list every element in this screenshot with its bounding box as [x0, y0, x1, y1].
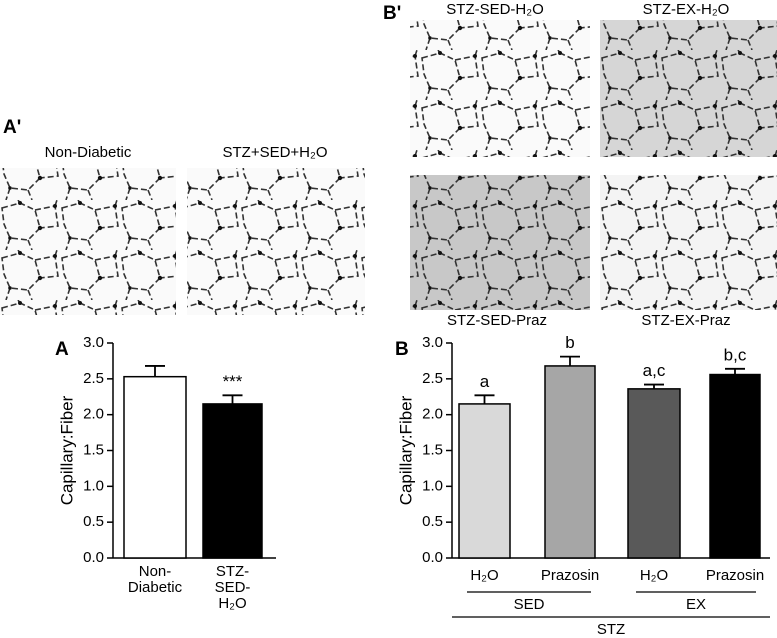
panel-label: B': [383, 3, 401, 24]
error-bar: [644, 383, 664, 389]
group-label: SED: [514, 596, 545, 613]
x-tick-label: H₂O: [640, 567, 668, 584]
panel-label: B: [395, 339, 409, 360]
x-tick-label: SED-: [215, 579, 251, 596]
y-tick-label: 2.5: [422, 370, 443, 387]
y-tick-label: 1.5: [83, 441, 104, 458]
micrograph-texture: [600, 20, 777, 157]
y-axis-label: Capillary:Fiber: [57, 395, 76, 505]
image-label: STZ+SED+H₂O: [222, 144, 327, 161]
significance-label: b: [565, 333, 574, 352]
y-axis-label: Capillary:Fiber: [396, 395, 415, 505]
bar: [709, 373, 761, 559]
bar: [458, 403, 511, 559]
micrographs: [0, 20, 777, 315]
significance-label: a,c: [643, 361, 666, 380]
error-bar: [560, 355, 580, 366]
x-tick-label: STZ-: [216, 563, 249, 580]
image-label: Non-Diabetic: [45, 144, 132, 161]
y-tick-label: 2.0: [422, 406, 443, 423]
error-bar: [145, 365, 165, 377]
x-tick-label: H₂O: [470, 567, 498, 584]
image-label: STZ-EX-H₂O: [643, 1, 730, 18]
bar: [627, 388, 681, 559]
significance-label: b,c: [724, 345, 747, 364]
micrograph-texture: [600, 175, 777, 310]
image-label: STZ-SED-Praz: [447, 312, 547, 329]
bar: [202, 403, 263, 559]
group-label: EX: [686, 596, 706, 613]
bar: [544, 365, 596, 559]
y-tick-label: 0.5: [83, 513, 104, 530]
group-label: STZ: [597, 621, 625, 638]
y-tick-label: 3.0: [422, 334, 443, 351]
y-tick-label: 3.0: [83, 334, 104, 351]
significance-label: a: [480, 372, 490, 391]
panel-label: A': [3, 117, 21, 138]
y-tick-label: 1.0: [422, 477, 443, 494]
x-tick-label: Non-: [139, 563, 172, 580]
error-bar: [474, 394, 495, 404]
micrograph-texture: [410, 20, 590, 157]
error-bar: [222, 394, 243, 404]
micrograph-texture: [410, 175, 590, 310]
significance-label: ***: [223, 372, 243, 391]
panel-label: A: [55, 339, 69, 360]
y-tick-label: 0.0: [422, 549, 443, 566]
y-tick-label: 0.0: [83, 549, 104, 566]
y-tick-label: 0.5: [422, 513, 443, 530]
micrograph-texture: [0, 168, 176, 315]
micrograph-texture: [187, 168, 365, 315]
x-tick-label: Diabetic: [128, 579, 183, 596]
bar: [123, 375, 187, 559]
error-bar: [725, 367, 745, 375]
y-tick-label: 2.0: [83, 406, 104, 423]
y-tick-label: 1.0: [83, 477, 104, 494]
y-tick-label: 1.5: [422, 441, 443, 458]
image-label: STZ-SED-H₂O: [446, 1, 544, 18]
y-tick-label: 2.5: [83, 370, 104, 387]
x-tick-label: Prazosin: [706, 567, 764, 584]
x-tick-label: H₂O: [218, 595, 246, 612]
image-label: STZ-EX-Praz: [641, 312, 730, 329]
x-tick-label: Prazosin: [541, 567, 599, 584]
